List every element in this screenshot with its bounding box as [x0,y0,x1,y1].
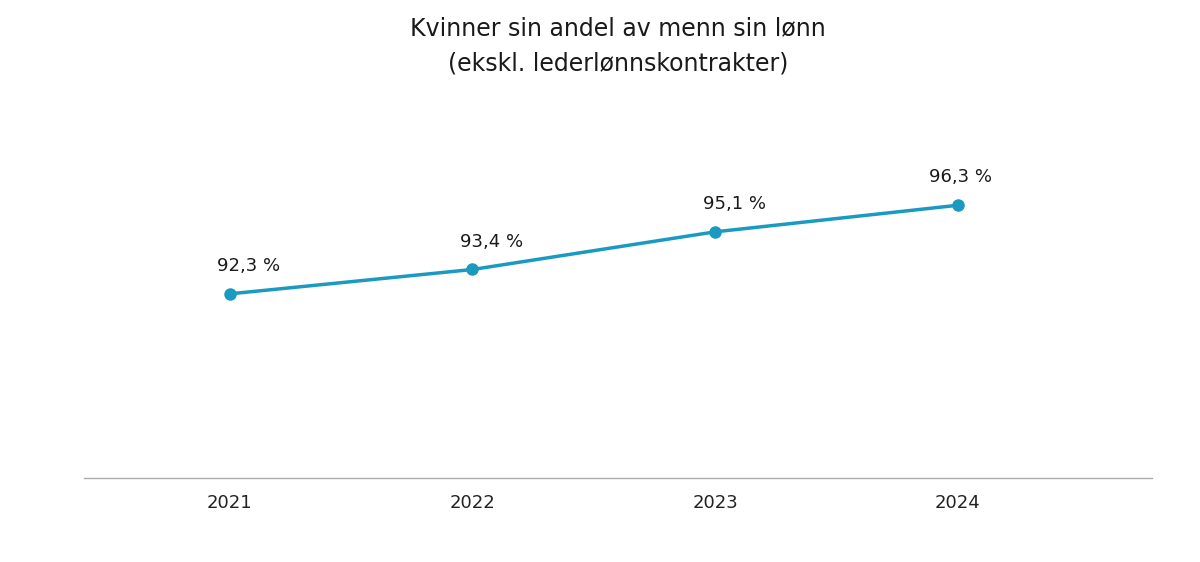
Text: 95,1 %: 95,1 % [703,195,766,213]
Text: 96,3 %: 96,3 % [929,169,991,187]
Text: 93,4 %: 93,4 % [461,233,523,251]
Text: 92,3 %: 92,3 % [217,257,281,275]
Title: Kvinner sin andel av menn sin lønn
(ekskl. lederlønnskontrakter): Kvinner sin andel av menn sin lønn (eksk… [410,16,826,76]
